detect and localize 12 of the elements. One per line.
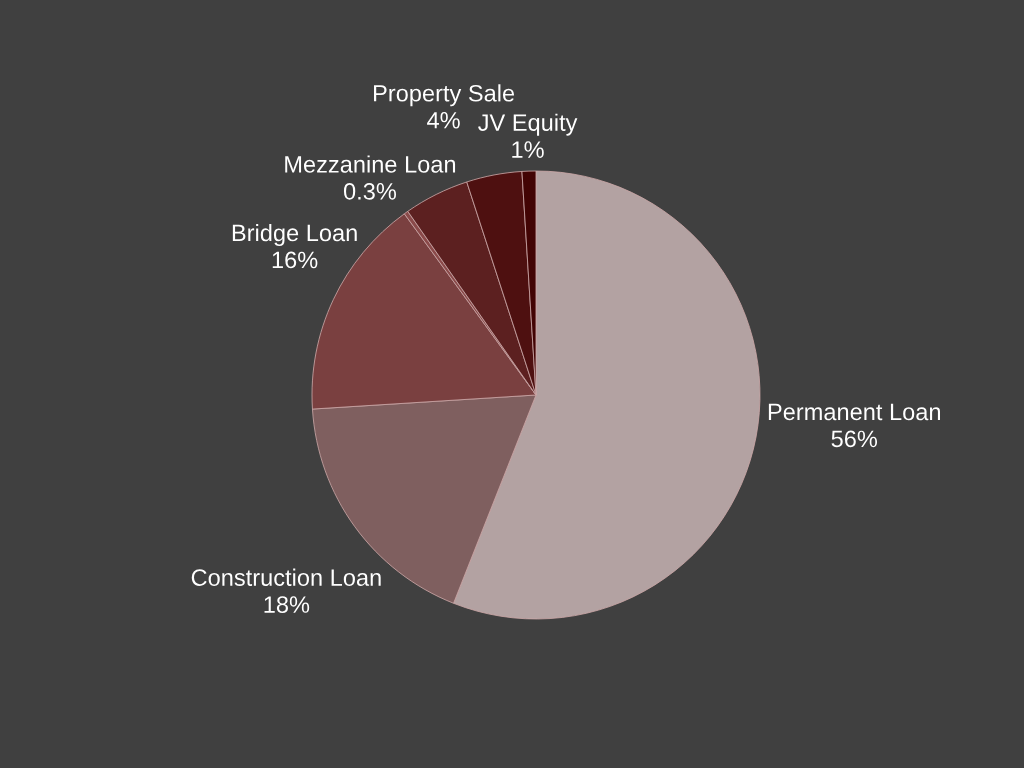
slice-label: Property Sale bbox=[374, 84, 515, 107]
slice-label: Permanent Loan bbox=[768, 403, 940, 421]
slice-label: Bridge Loan bbox=[232, 223, 357, 246]
data-label: 16% bbox=[272, 251, 318, 269]
data-label: 1% bbox=[512, 141, 544, 158]
slice-label: Mezzanine Loan bbox=[285, 155, 456, 173]
data-label: 0.3% bbox=[343, 183, 397, 200]
data-label: 18% bbox=[264, 596, 310, 613]
data-label: 4% bbox=[427, 111, 460, 129]
slice-label: Construction Loan bbox=[191, 568, 381, 586]
data-label: 56% bbox=[831, 430, 878, 448]
slice-label: JV Equity bbox=[478, 113, 578, 136]
